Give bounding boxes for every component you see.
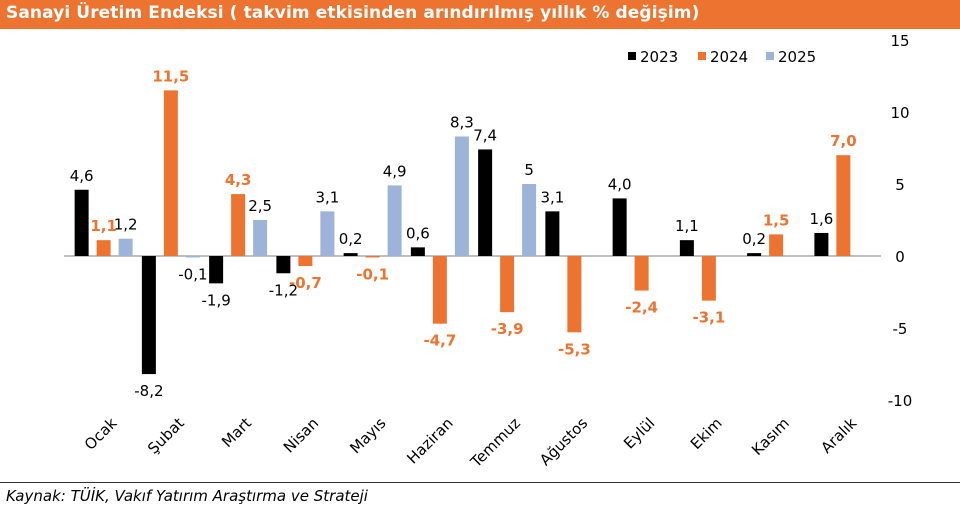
- bar-2023-temmuz: [478, 149, 493, 256]
- bar-2024-nisan: [298, 256, 313, 267]
- category-label-kasim: Kasım: [748, 414, 793, 459]
- data-label-2025-temmuz: 5: [524, 161, 534, 179]
- bar-2024-subat: [163, 90, 178, 257]
- y-tick-label: 5: [895, 176, 905, 194]
- data-label-2024-haziran: -4,7: [423, 332, 456, 350]
- title-bar: Sanayi Üretim Endeksi ( takvim etkisinde…: [0, 0, 960, 30]
- category-label-nisan: Nisan: [280, 414, 322, 456]
- bar-2024-temmuz: [500, 256, 515, 313]
- source-note: Kaynak: TÜİK, Vakıf Yatırım Araştırma ve…: [6, 487, 368, 505]
- bar-chart: -10 -5 0 5 10 15 4,6 -8,2 -1,9 -1,2 0,2 0,6 7,4 3,1 4,…: [64, 32, 913, 472]
- bar-2023-aralik: [814, 232, 829, 256]
- category-label-subat: Şubat: [144, 414, 188, 458]
- bar-2023-haziran: [410, 247, 425, 256]
- category-label-ekim: Ekim: [687, 414, 726, 453]
- data-label-2023-aralik: 1,6: [809, 210, 833, 228]
- bar-2023-ocak: [74, 189, 89, 256]
- data-label-2024-ocak: 1,1: [90, 217, 117, 235]
- data-label-2023-mayis: 0,2: [339, 230, 363, 248]
- bar-2024-eylul: [634, 256, 649, 291]
- legend-swatch-2025: [766, 52, 774, 60]
- chart-title: Sanayi Üretim Endeksi ( takvim etkisinde…: [6, 3, 700, 23]
- bar-2024-haziran: [432, 256, 447, 324]
- bar-2023-agustos: [545, 211, 560, 256]
- data-label-2023-mart: -1,9: [201, 291, 230, 309]
- bar-2025-temmuz: [522, 184, 537, 256]
- data-label-2023-eylul: 4,0: [608, 175, 632, 193]
- data-label-2023-ekim: 1,1: [675, 217, 699, 235]
- bar-2024-aralik: [836, 155, 851, 256]
- bar-2023-nisan: [276, 256, 291, 274]
- data-label-2025-mayis: 4,9: [383, 162, 407, 180]
- bar-2023-mart: [209, 256, 224, 284]
- data-label-2024-subat: 11,5: [152, 67, 189, 85]
- bar-2025-mart: [253, 220, 268, 256]
- bar-2023-subat: [141, 256, 156, 375]
- bar-2025-mayis: [387, 185, 402, 256]
- bar-2024-ocak: [96, 240, 111, 256]
- bar-2023-mayis: [343, 253, 358, 256]
- data-label-2024-mart: 4,3: [225, 171, 252, 189]
- data-label-2024-mayis: -0,1: [356, 265, 389, 283]
- data-label-2024-temmuz: -3,9: [491, 320, 524, 338]
- bar-2025-ocak: [118, 238, 133, 256]
- y-tick-label: 0: [895, 248, 905, 266]
- data-label-2024-aralik: 7,0: [830, 132, 857, 150]
- legend-swatch-2024: [698, 52, 706, 60]
- data-label-2025-ocak: 1,2: [114, 216, 138, 234]
- data-label-2024-eylul: -2,4: [625, 299, 658, 317]
- bar-2024-agustos: [567, 256, 582, 333]
- data-label-2023-kasim: 0,2: [742, 230, 766, 248]
- source-bar: Kaynak: TÜİK, Vakıf Yatırım Araştırma ve…: [0, 482, 960, 510]
- bar-2024-mart: [231, 194, 246, 256]
- bar-2023-ekim: [679, 240, 694, 256]
- data-label-2023-nisan: -1,2: [269, 281, 298, 299]
- bar-2023-kasim: [747, 253, 762, 256]
- category-label-mart: Mart: [218, 414, 255, 451]
- category-label-aralik: Aralık: [817, 414, 860, 457]
- data-label-2024-nisan: -0,7: [289, 274, 322, 292]
- data-label-2025-mart: 2,5: [248, 197, 272, 215]
- category-label-eylul: Eylül: [620, 414, 658, 452]
- data-label-2025-haziran: 8,3: [450, 113, 474, 131]
- data-label-2024-ekim: -3,1: [692, 309, 725, 327]
- data-label-2023-haziran: 0,6: [406, 224, 430, 242]
- data-label-2025-nisan: 3,1: [315, 188, 339, 206]
- legend-swatch-2023: [628, 52, 636, 60]
- data-label-2023-ocak: 4,6: [70, 167, 94, 185]
- category-label-temmuz: Temmuz: [466, 414, 524, 472]
- data-label-2025-subat: -0,1: [178, 265, 207, 283]
- y-tick-label: 10: [890, 104, 909, 122]
- bar-2025-haziran: [454, 136, 469, 256]
- bar-2023-eylul: [612, 198, 627, 256]
- legend-label-2025: 2025: [778, 48, 816, 66]
- y-tick-label: -10: [888, 392, 913, 410]
- legend-label-2024: 2024: [710, 48, 748, 66]
- category-label-agustos: Ağustos: [536, 414, 591, 469]
- category-label-mayis: Mayıs: [346, 414, 389, 457]
- data-label-2024-kasim: 1,5: [763, 211, 790, 229]
- chart-area: -10 -5 0 5 10 15 4,6 -8,2 -1,9 -1,2 0,2 0,6 7,4 3,1 4,…: [0, 30, 960, 482]
- category-label-haziran: Haziran: [403, 414, 456, 467]
- y-tick-label: 15: [890, 32, 909, 50]
- data-label-2023-temmuz: 7,4: [473, 126, 497, 144]
- category-label-ocak: Ocak: [81, 414, 121, 454]
- data-label-2024-agustos: -5,3: [558, 340, 591, 358]
- bar-2025-subat: [185, 256, 200, 258]
- bar-2024-kasim: [769, 234, 784, 256]
- bar-2024-ekim: [701, 256, 716, 301]
- bar-2024-mayis: [365, 256, 380, 258]
- y-tick-label: -5: [893, 320, 908, 338]
- bar-2025-nisan: [320, 211, 335, 256]
- data-label-2023-agustos: 3,1: [540, 188, 564, 206]
- legend-label-2023: 2023: [640, 48, 678, 66]
- data-label-2023-subat: -8,2: [134, 382, 163, 400]
